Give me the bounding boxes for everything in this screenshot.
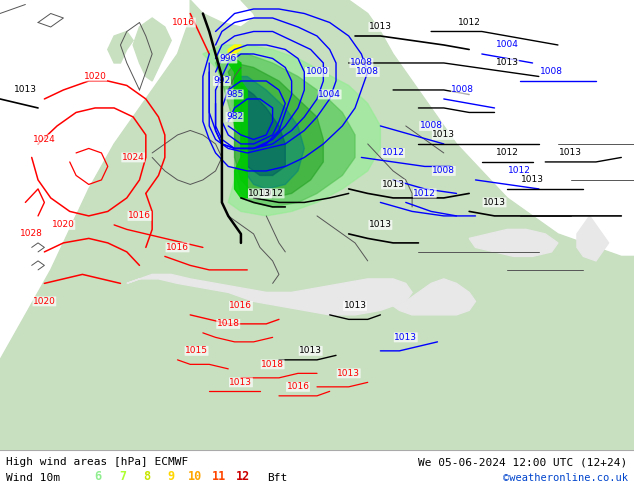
Text: 996: 996 (219, 54, 237, 63)
Polygon shape (235, 76, 304, 189)
Polygon shape (70, 189, 178, 270)
Text: 10: 10 (188, 470, 202, 483)
Text: 1012: 1012 (382, 148, 404, 157)
Text: 1020: 1020 (84, 72, 107, 81)
Text: 1008: 1008 (432, 167, 455, 175)
Text: 1024: 1024 (33, 135, 56, 144)
Polygon shape (469, 229, 558, 256)
Text: 1012: 1012 (508, 167, 531, 175)
Polygon shape (0, 0, 634, 450)
Text: 1018: 1018 (261, 360, 284, 369)
Text: 1008: 1008 (451, 85, 474, 95)
Text: 1013: 1013 (521, 175, 544, 184)
Polygon shape (393, 279, 476, 315)
Text: Bft: Bft (267, 473, 287, 483)
Text: 1016: 1016 (230, 301, 252, 310)
Text: 1016: 1016 (287, 382, 309, 392)
Polygon shape (0, 346, 634, 450)
Text: 1008: 1008 (420, 122, 443, 130)
Text: We 05-06-2024 12:00 UTC (12+24): We 05-06-2024 12:00 UTC (12+24) (418, 457, 628, 467)
Text: 9: 9 (167, 470, 174, 483)
Text: 1024: 1024 (122, 153, 145, 162)
Text: 1013: 1013 (230, 378, 252, 387)
Text: 1012: 1012 (458, 18, 481, 27)
Text: 8: 8 (143, 470, 150, 483)
Polygon shape (241, 85, 285, 175)
Text: 1020: 1020 (52, 220, 75, 229)
Text: 1012: 1012 (496, 148, 519, 157)
Polygon shape (228, 45, 241, 58)
Text: 1028: 1028 (20, 229, 43, 239)
Text: 1013: 1013 (394, 333, 417, 342)
Text: 1008: 1008 (350, 58, 373, 68)
Text: 1012: 1012 (413, 189, 436, 198)
Text: 985: 985 (226, 90, 243, 99)
Text: 1016: 1016 (166, 243, 189, 252)
Text: 1008: 1008 (540, 68, 563, 76)
Text: Wind 10m: Wind 10m (6, 473, 60, 483)
Text: 1013: 1013 (496, 58, 519, 68)
Text: 1013: 1013 (432, 130, 455, 140)
Text: 1020: 1020 (33, 297, 56, 306)
Polygon shape (127, 274, 412, 315)
Text: 1004: 1004 (496, 41, 519, 49)
Text: 1000: 1000 (306, 68, 328, 76)
Polygon shape (203, 45, 380, 216)
Text: 6: 6 (94, 470, 102, 483)
Text: 1012: 1012 (261, 189, 284, 198)
Text: 992: 992 (213, 76, 231, 85)
Text: 7: 7 (119, 470, 126, 483)
Text: 1013: 1013 (337, 369, 360, 378)
Text: 1013: 1013 (14, 85, 37, 95)
Polygon shape (108, 31, 133, 63)
Text: 12: 12 (236, 470, 250, 483)
Polygon shape (577, 216, 609, 261)
Text: 982: 982 (226, 112, 243, 122)
Text: 1004: 1004 (318, 90, 341, 99)
Text: High wind areas [hPa] ECMWF: High wind areas [hPa] ECMWF (6, 457, 188, 467)
Polygon shape (228, 63, 323, 198)
Polygon shape (241, 0, 349, 90)
Polygon shape (133, 18, 171, 81)
Text: 1013: 1013 (249, 189, 271, 198)
Polygon shape (228, 58, 247, 198)
Text: ©weatheronline.co.uk: ©weatheronline.co.uk (503, 473, 628, 483)
Text: 1013: 1013 (382, 180, 404, 189)
Text: 1013: 1013 (344, 301, 366, 310)
Text: 1013: 1013 (369, 23, 392, 31)
Text: 1013: 1013 (559, 148, 582, 157)
Polygon shape (216, 54, 355, 207)
Text: 1013: 1013 (369, 220, 392, 229)
Text: 1013: 1013 (299, 346, 322, 355)
Text: 1016: 1016 (172, 18, 195, 27)
Text: 1018: 1018 (217, 319, 240, 328)
Text: 11: 11 (212, 470, 226, 483)
Text: 1016: 1016 (128, 211, 151, 220)
Text: 1013: 1013 (483, 198, 506, 207)
Text: 1015: 1015 (185, 346, 208, 355)
Text: 1008: 1008 (356, 68, 379, 76)
